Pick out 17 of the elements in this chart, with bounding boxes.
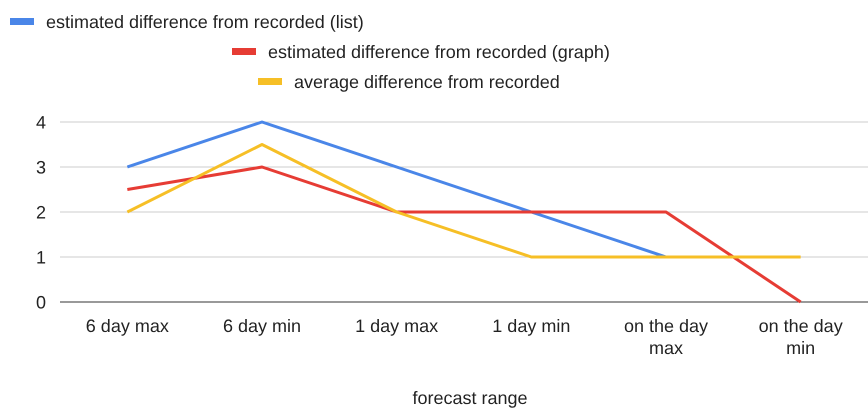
x-axis-title: forecast range [412, 388, 528, 408]
x-tick-label: 6 day max [86, 316, 169, 336]
y-tick-label: 4 [36, 112, 46, 132]
y-tick-label: 2 [36, 202, 46, 222]
y-tick-label: 1 [36, 247, 46, 268]
x-tick-label: 1 day min [492, 316, 570, 336]
x-tick-label: on the day min [758, 316, 843, 358]
x-tick-label: on the day max [624, 316, 708, 358]
line-series [126, 120, 668, 258]
x-tick-label: 6 day min [222, 316, 302, 336]
y-tick-label: 3 [36, 157, 46, 178]
legend-label: estimated difference from recorded (graph) [268, 42, 610, 62]
line-series [126, 166, 802, 304]
x-tick-label: 1 day max [355, 316, 438, 336]
legend-label: estimated difference from recorded (list) [46, 12, 364, 32]
y-tick-label: 0 [36, 292, 46, 312]
legend-label: average difference from recorded [294, 72, 560, 92]
